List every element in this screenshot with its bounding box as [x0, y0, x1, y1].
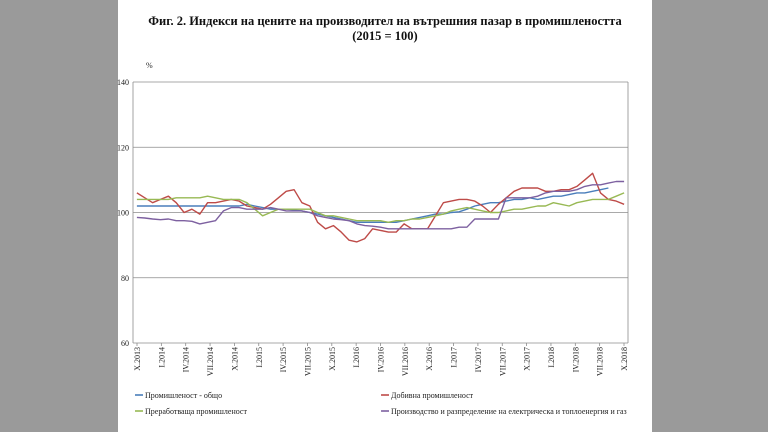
gridlines: [133, 81, 628, 344]
x-tick-labels: X.2013 I.2014 IV.2014 VII.2014 X.2014 I.2015 I…: [133, 347, 629, 376]
x-tick-label: X.2013: [133, 347, 142, 371]
x-tick-label: I.2014: [157, 347, 166, 368]
x-tick-label: VII.2016: [401, 347, 410, 376]
x-tick-label: I.2017: [450, 347, 459, 368]
legend-label-4: Производство и разпределение на електрич…: [391, 407, 627, 416]
x-tick-label: X.2018: [620, 347, 629, 371]
y-tick-label: 140: [117, 78, 129, 87]
x-tick-label: IV.2014: [182, 347, 191, 372]
legend-label-3: Преработваща промишленост: [145, 407, 247, 416]
x-tick-label: IV.2017: [474, 347, 483, 372]
figure-title-line2: (2015 = 100): [352, 29, 418, 43]
axes: [132, 82, 629, 346]
legend-label-1: Промишленост - общо: [145, 391, 222, 400]
y-axis-unit-label: %: [146, 61, 153, 70]
series-line-3: [136, 192, 625, 224]
x-tick-label: VII.2018: [596, 347, 605, 376]
x-tick-label: I.2018: [547, 347, 556, 368]
x-tick-label: I.2016: [352, 347, 361, 368]
y-tick-label: 120: [117, 143, 129, 152]
y-tick-label: 60: [121, 339, 129, 348]
x-tick-label: IV.2015: [279, 347, 288, 372]
chart-legend: Промишленост - общо Добивна промишленост П…: [135, 391, 627, 416]
series-line-2: [136, 172, 625, 243]
y-tick-label: 100: [117, 209, 129, 218]
series-line-1: [136, 187, 609, 224]
y-tick-label: 80: [121, 274, 129, 283]
x-tick-label: X.2014: [230, 347, 239, 371]
x-tick-label: IV.2016: [377, 347, 386, 372]
x-tick-label: X.2015: [328, 347, 337, 371]
x-tick-label: I.2015: [255, 347, 264, 368]
document-page: Фиг. 2. Индекси на цените на производите…: [118, 0, 652, 432]
x-tick-label: VII.2014: [206, 347, 215, 376]
x-tick-label: X.2016: [425, 347, 434, 371]
x-tick-label: X.2017: [523, 347, 532, 371]
series-lines: [136, 172, 625, 243]
x-tick-label: VII.2015: [303, 347, 312, 376]
x-tick-label: VII.2017: [498, 347, 507, 376]
figure-title: Фиг. 2. Индекси на цените на производите…: [118, 14, 652, 44]
x-tick-label: IV.2018: [571, 347, 580, 372]
legend-label-2: Добивна промишленост: [391, 391, 474, 400]
figure-title-line1: Фиг. 2. Индекси на цените на производите…: [148, 14, 622, 28]
series-line-4: [136, 180, 625, 230]
y-tick-labels: 60 80 100 120 140: [117, 78, 129, 348]
